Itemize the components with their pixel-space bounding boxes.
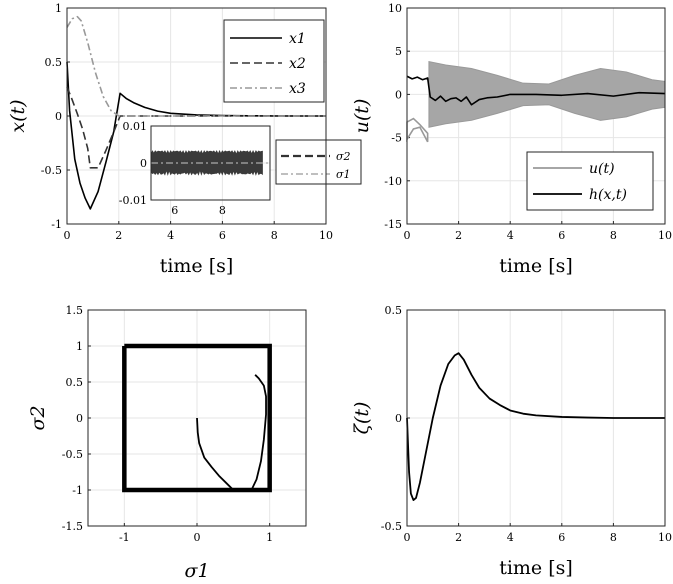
x-tick-label: 2 bbox=[455, 531, 462, 544]
axes-frame bbox=[87, 309, 307, 527]
x-tick-label: 10 bbox=[319, 229, 333, 242]
axes-frame bbox=[66, 7, 327, 225]
x-tick-label: 6 bbox=[558, 531, 565, 544]
legend: u(t) h(x,t) bbox=[526, 151, 654, 211]
y-tick-label: 0 bbox=[395, 88, 402, 101]
y-tick-label: -0.5 bbox=[381, 520, 402, 533]
x-tick-label: 1 bbox=[266, 531, 273, 544]
x-tick-label: 0 bbox=[194, 531, 201, 544]
legend-box bbox=[526, 151, 654, 211]
x-tick-label: 4 bbox=[507, 531, 514, 544]
x-tick-label: 6 bbox=[558, 229, 565, 242]
inset-legend-label: σ1 bbox=[336, 168, 351, 181]
y-tick-label: -0.5 bbox=[41, 164, 62, 177]
y-axis-label: ζ(t) bbox=[351, 402, 373, 435]
inset-x-tick-label: 8 bbox=[219, 204, 226, 217]
y-tick-label: 0.5 bbox=[385, 304, 403, 317]
y-tick-label: -1 bbox=[51, 218, 62, 231]
inset-legend-label: σ2 bbox=[336, 150, 351, 163]
series-line-x3 bbox=[66, 15, 326, 117]
x-axis-label: time [s] bbox=[160, 255, 234, 277]
boundary-box bbox=[122, 343, 272, 493]
axes-p2: 0 2 4 6 8 10 -15 -10 -5 0 5 10 time [s] u(t) u(t) h(x,t… bbox=[351, 2, 672, 277]
zeta-series-line bbox=[406, 352, 665, 501]
x-tick-label: 8 bbox=[610, 531, 617, 544]
x-tick-label: 6 bbox=[219, 229, 226, 242]
legend-box bbox=[223, 19, 325, 103]
x-tick-label: 10 bbox=[658, 531, 672, 544]
series-line-x2 bbox=[66, 86, 326, 169]
y-tick-label: -1 bbox=[72, 484, 83, 497]
x-tick-label: 10 bbox=[658, 229, 672, 242]
inset-axes: 6 8 -0.01 0 0.01 bbox=[119, 120, 271, 217]
h-series-line bbox=[406, 75, 666, 106]
x-tick-label: 2 bbox=[455, 229, 462, 242]
y-tick-label: 5 bbox=[395, 45, 402, 58]
trajectory-line bbox=[196, 374, 267, 491]
y-tick-label: 0.5 bbox=[45, 56, 63, 69]
x-tick-label: 8 bbox=[610, 229, 617, 242]
axes-p3: -1 0 1 -1.5 -1 -0.5 0 0.5 1 1.5 σ1 σ2 bbox=[27, 304, 307, 582]
inset-frame bbox=[150, 125, 271, 201]
y-tick-label: 0 bbox=[55, 110, 62, 123]
inset-y-tick-label: 0.01 bbox=[123, 120, 148, 133]
y-tick-label: 0 bbox=[395, 412, 402, 425]
y-tick-label: -10 bbox=[384, 175, 402, 188]
y-tick-label: 1 bbox=[76, 340, 83, 353]
inset-x-tick-label: 6 bbox=[171, 204, 178, 217]
y-tick-label: -0.5 bbox=[62, 448, 83, 461]
x-tick-label: 0 bbox=[64, 229, 71, 242]
axes-frame bbox=[406, 7, 666, 225]
x-tick-label: -1 bbox=[119, 531, 130, 544]
y-tick-label: -1.5 bbox=[62, 520, 83, 533]
legend-label: u(t) bbox=[589, 161, 615, 177]
x-tick-label: 8 bbox=[271, 229, 278, 242]
legend-label: h(x,t) bbox=[589, 187, 627, 203]
legend: x1 x2 x3 bbox=[223, 19, 325, 103]
x-axis-label: time [s] bbox=[499, 255, 573, 277]
x-axis-label: time [s] bbox=[499, 557, 573, 579]
inset-y-tick-label: -0.01 bbox=[119, 194, 147, 207]
x-tick-label: 4 bbox=[507, 229, 514, 242]
legend-label: x3 bbox=[289, 81, 306, 97]
y-tick-label: -5 bbox=[391, 132, 402, 145]
axes-p1: 0 2 4 6 8 10 -1 -0.5 0 0.5 1 time [s] x(t) x1 x2 x3 6 8 -0… bbox=[7, 2, 362, 277]
y-tick-label: 1.5 bbox=[66, 304, 84, 317]
x-tick-label: 4 bbox=[167, 229, 174, 242]
y-tick-label: 10 bbox=[388, 2, 402, 15]
y-tick-label: 1 bbox=[55, 2, 62, 15]
inset-y-tick-label: 0 bbox=[140, 157, 147, 170]
y-axis-label: x(t) bbox=[7, 99, 29, 132]
u-initial-curve bbox=[406, 117, 429, 143]
legend-label: x2 bbox=[289, 56, 306, 72]
axes-frame bbox=[406, 309, 666, 527]
y-tick-label: -15 bbox=[384, 218, 402, 231]
y-tick-label: 0.5 bbox=[66, 376, 84, 389]
x-tick-label: 2 bbox=[115, 229, 122, 242]
y-axis-label: u(t) bbox=[351, 99, 373, 134]
y-tick-label: 0 bbox=[76, 412, 83, 425]
legend-label: x1 bbox=[289, 31, 306, 47]
x-axis-label: σ1 bbox=[184, 560, 209, 582]
x-tick-label: 0 bbox=[404, 229, 411, 242]
y-axis-label: σ2 bbox=[27, 405, 49, 430]
x-tick-label: 0 bbox=[404, 531, 411, 544]
inset-legend-box bbox=[275, 139, 362, 185]
